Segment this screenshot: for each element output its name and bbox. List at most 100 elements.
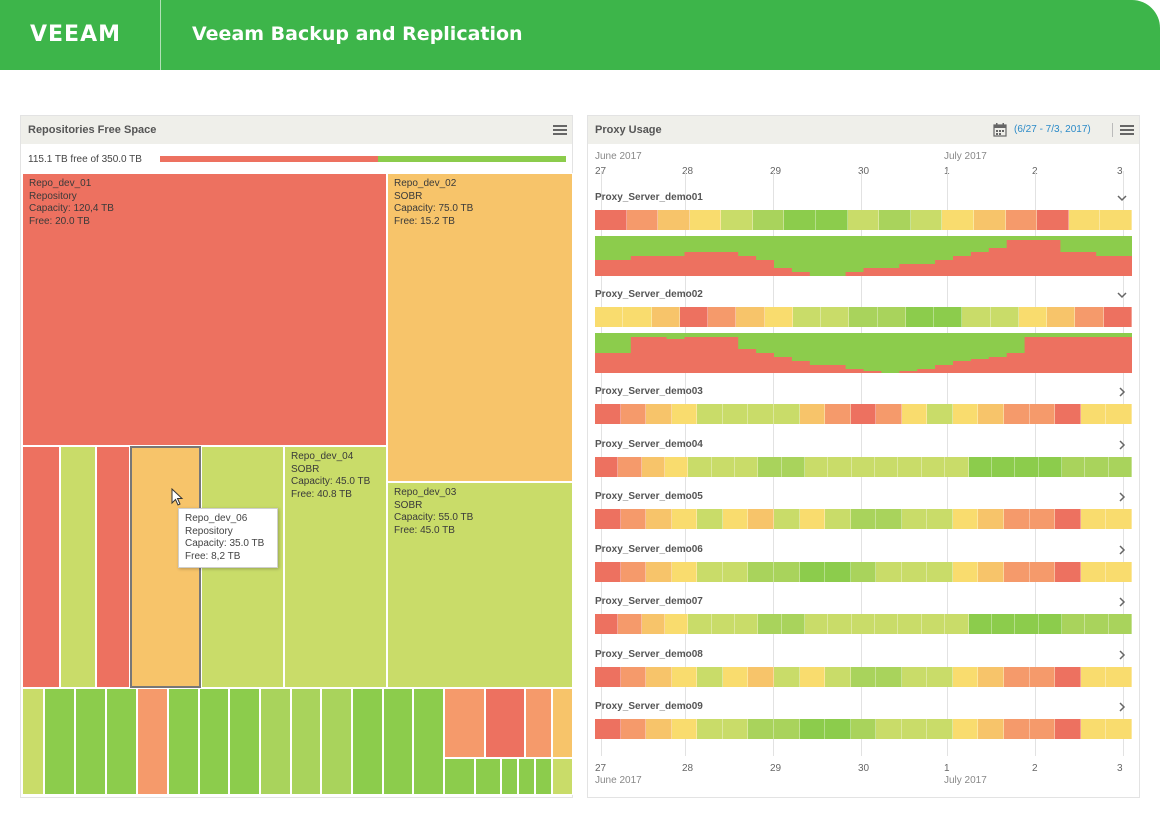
tile-repo[interactable]	[501, 758, 518, 795]
usage-cell	[688, 456, 712, 477]
free-space-bar	[160, 156, 566, 162]
date-range-link[interactable]: (6/27 - 7/3, 2017)	[1014, 124, 1091, 135]
tile-repo[interactable]	[413, 688, 444, 795]
chevron-right-icon[interactable]	[1115, 490, 1129, 504]
hamburger-menu-icon[interactable]	[553, 125, 567, 135]
tile-repo[interactable]	[475, 758, 501, 795]
tile-repo[interactable]	[444, 688, 485, 758]
usage-cell	[978, 404, 1004, 424]
usage-cell	[1080, 561, 1107, 582]
hamburger-menu-icon[interactable]	[1120, 125, 1134, 135]
tile-repo-dev-02[interactable]: Repo_dev_02 SOBR Capacity: 75.0 TB Free: 15…	[387, 173, 573, 482]
proxy-server-name[interactable]: Proxy_Server_demo01	[595, 192, 703, 203]
tile-repo[interactable]	[321, 688, 352, 795]
usage-cell	[876, 666, 902, 687]
tile-repo[interactable]	[444, 758, 475, 795]
tile-repo[interactable]	[260, 688, 291, 795]
tile-repo[interactable]	[485, 688, 525, 758]
tile-repo[interactable]	[44, 688, 75, 795]
proxy-usage-heatbar[interactable]	[595, 307, 1132, 327]
usage-cell	[1080, 404, 1107, 424]
chevron-down-icon[interactable]	[1115, 288, 1129, 302]
usage-cell	[1038, 456, 1062, 477]
tile-repo[interactable]	[352, 688, 383, 795]
day-tick-label: 2	[1032, 166, 1038, 177]
proxy-server-name[interactable]: Proxy_Server_demo02	[595, 289, 703, 300]
proxy-server-name[interactable]: Proxy_Server_demo09	[595, 701, 703, 712]
proxy-server-name[interactable]: Proxy_Server_demo03	[595, 386, 703, 397]
proxy-usage-heatbar[interactable]	[595, 404, 1132, 424]
usage-cell	[1004, 404, 1030, 424]
usage-cell	[620, 561, 647, 582]
day-tick-label: 28	[682, 166, 694, 177]
calendar-icon[interactable]	[993, 123, 1007, 137]
usage-cell	[901, 719, 928, 739]
usage-cell	[1055, 404, 1081, 424]
proxy-usage-heatbar[interactable]	[595, 210, 1132, 230]
tile-repo[interactable]	[75, 688, 106, 795]
chevron-right-icon[interactable]	[1115, 648, 1129, 662]
tile-repo[interactable]	[22, 446, 60, 688]
usage-cell	[646, 666, 672, 687]
usage-cell	[1037, 210, 1069, 230]
usage-cell	[825, 404, 851, 424]
chevron-right-icon[interactable]	[1115, 385, 1129, 399]
tile-repo[interactable]	[518, 758, 535, 795]
usage-cell	[1055, 666, 1081, 687]
proxy-server-name[interactable]: Proxy_Server_demo08	[595, 648, 703, 660]
proxy-server-name[interactable]: Proxy_Server_demo07	[595, 596, 703, 607]
tile-repo[interactable]	[60, 446, 96, 688]
proxy-usage-heatbar[interactable]	[595, 509, 1132, 529]
proxy-server-name[interactable]: Proxy_Server_demo05	[595, 491, 703, 502]
usage-cell	[877, 307, 906, 327]
proxy-usage-heatbar[interactable]	[595, 561, 1132, 582]
tile-repo[interactable]	[137, 688, 168, 795]
day-tick-label: 30	[858, 166, 870, 177]
chevron-right-icon[interactable]	[1115, 700, 1129, 714]
proxy-usage-heatbar[interactable]	[595, 719, 1132, 739]
tile-repo[interactable]	[552, 758, 573, 795]
tile-repo[interactable]	[199, 688, 229, 795]
usage-cell	[697, 561, 723, 582]
usage-cell	[1085, 456, 1109, 477]
free-space-summary: 115.1 TB free of 350.0 TB	[28, 154, 142, 165]
usage-cell	[910, 210, 943, 230]
usage-cell	[898, 456, 922, 477]
usage-cell	[799, 404, 826, 424]
tile-repo[interactable]	[535, 758, 552, 795]
tile-repo[interactable]	[22, 688, 44, 795]
tile-repo[interactable]	[525, 688, 552, 758]
tile-repo[interactable]	[552, 688, 573, 758]
used-space-fill	[160, 156, 378, 162]
chevron-down-icon[interactable]	[1115, 191, 1129, 205]
proxy-usage-heatbar[interactable]	[595, 456, 1132, 477]
tile-repo[interactable]	[291, 688, 321, 795]
chevron-right-icon[interactable]	[1115, 543, 1129, 557]
tile-repo[interactable]	[96, 446, 130, 688]
usage-cell	[748, 561, 774, 582]
usage-cell	[688, 614, 712, 634]
tile-repo[interactable]	[229, 688, 260, 795]
proxy-server-name[interactable]: Proxy_Server_demo04	[595, 438, 703, 450]
tile-repo-dev-03[interactable]: Repo_dev_03 SOBR Capacity: 55.0 TB Free: 45…	[387, 482, 573, 688]
veeam-logo[interactable]: VEEAM	[30, 22, 122, 47]
chevron-right-icon[interactable]	[1115, 438, 1129, 452]
usage-cell	[825, 719, 851, 739]
tile-repo[interactable]	[106, 688, 137, 795]
chevron-right-icon[interactable]	[1115, 595, 1129, 609]
usage-cell	[934, 307, 963, 327]
usage-cell	[876, 509, 902, 529]
proxy-usage-heatbar[interactable]	[595, 614, 1132, 634]
tile-repo[interactable]	[168, 688, 199, 795]
month-label-july-bottom: July 2017	[944, 775, 987, 786]
proxy-usage-heatbar[interactable]	[595, 666, 1132, 687]
usage-cell	[697, 509, 723, 529]
tile-repo-dev-01[interactable]: Repo_dev_01 Repository Capacity: 120,4 TB F…	[22, 173, 387, 446]
usage-cell	[1055, 561, 1081, 582]
proxy-server-name[interactable]: Proxy_Server_demo06	[595, 543, 703, 555]
usage-cell	[821, 307, 850, 327]
tile-repo-dev-04[interactable]: Repo_dev_04 SOBR Capacity: 45.0 TB Free: 40…	[284, 446, 387, 688]
tile-repo[interactable]	[383, 688, 413, 795]
usage-cell	[697, 666, 723, 687]
usage-cell	[799, 666, 826, 687]
